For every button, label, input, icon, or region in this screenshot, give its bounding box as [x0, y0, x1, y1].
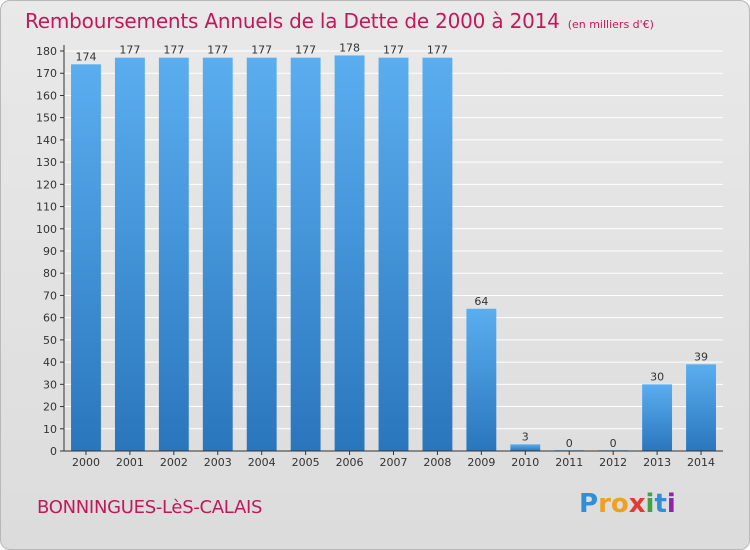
x-tick-label: 2005 [292, 456, 320, 469]
proxiti-logo: Proxiti [579, 489, 676, 519]
x-tick-label: 2002 [160, 456, 188, 469]
chart-title: Remboursements Annuels de la Dette de 20… [25, 9, 560, 33]
x-tick-label: 2003 [204, 456, 232, 469]
x-tick-label: 2012 [599, 456, 627, 469]
data-label-2009: 64 [474, 295, 488, 308]
y-tick-label: 90 [43, 245, 57, 258]
y-tick-label: 160 [36, 89, 57, 102]
bar-2003 [202, 57, 233, 452]
y-tick-label: 30 [43, 378, 57, 391]
data-label-2005: 177 [295, 44, 316, 57]
x-tick-label: 2007 [380, 456, 408, 469]
bar-2005 [290, 57, 321, 452]
data-label-2003: 177 [207, 44, 228, 57]
y-tick-label: 130 [36, 156, 57, 169]
data-label-2001: 177 [119, 44, 140, 57]
bar-2010 [510, 444, 541, 451]
bar-2002 [158, 57, 189, 452]
bar-2009 [466, 308, 497, 451]
y-tick-label: 100 [36, 223, 57, 236]
title-row: Remboursements Annuels de la Dette de 20… [25, 9, 654, 33]
data-label-2010: 3 [522, 430, 529, 443]
data-label-2004: 177 [251, 44, 272, 57]
y-tick-label: 170 [36, 67, 57, 80]
y-tick-label: 50 [43, 334, 57, 347]
y-tick-label: 70 [43, 289, 57, 302]
x-tick-label: 2011 [555, 456, 583, 469]
bar-2000 [71, 64, 101, 452]
y-tick-label: 120 [36, 178, 57, 191]
x-tick-label: 2004 [248, 456, 276, 469]
y-tick-label: 140 [36, 134, 57, 147]
x-tick-label: 2001 [116, 456, 144, 469]
data-label-2011: 0 [566, 437, 573, 450]
x-tick-label: 2008 [423, 456, 451, 469]
commune-name: BONNINGUES-LèS-CALAIS [37, 497, 263, 518]
x-tick-label: 2013 [643, 456, 671, 469]
bar-2007 [378, 57, 409, 452]
y-tick-label: 180 [36, 45, 57, 58]
bar-2013 [642, 384, 673, 451]
y-tick-label: 40 [43, 356, 57, 369]
data-label-2014: 39 [694, 350, 708, 363]
x-tick-label: 2000 [72, 456, 100, 469]
bar-2014 [686, 364, 716, 451]
bar-2004 [246, 57, 277, 452]
y-tick-label: 80 [43, 267, 57, 280]
x-tick-label: 2006 [336, 456, 364, 469]
y-tick-label: 20 [43, 401, 57, 414]
y-tick-label: 10 [43, 423, 57, 436]
data-label-2006: 178 [339, 41, 360, 54]
data-label-2000: 174 [75, 50, 96, 63]
x-tick-label: 2009 [467, 456, 495, 469]
axes: 0102030405060708090100110120130140150160… [36, 45, 723, 469]
bars [71, 55, 716, 452]
data-label-2007: 177 [383, 44, 404, 57]
y-tick-label: 110 [36, 201, 57, 214]
data-label-2013: 30 [650, 370, 664, 383]
y-tick-label: 60 [43, 312, 57, 325]
chart-subtitle: (en milliers d'€) [567, 18, 654, 31]
data-label-2008: 177 [427, 44, 448, 57]
data-label-2002: 177 [163, 44, 184, 57]
y-tick-label: 150 [36, 112, 57, 125]
y-tick-label: 0 [50, 445, 57, 458]
data-label-2012: 0 [610, 437, 617, 450]
bar-2006 [334, 55, 365, 451]
bar-2001 [114, 57, 145, 452]
bar-2008 [422, 57, 453, 452]
x-tick-label: 2010 [511, 456, 539, 469]
x-tick-label: 2014 [687, 456, 715, 469]
